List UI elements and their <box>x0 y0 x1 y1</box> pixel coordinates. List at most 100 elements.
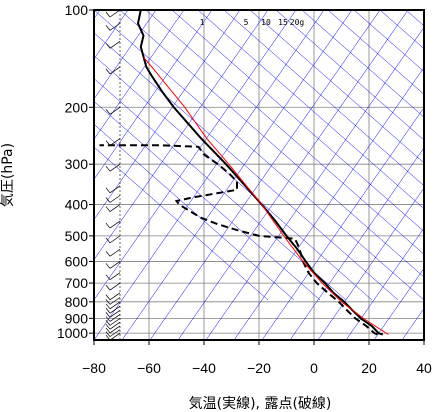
y-tick-label: 500 <box>65 228 89 244</box>
wind-barb-flag <box>105 187 111 194</box>
y-tick-label: 900 <box>65 310 89 326</box>
dry-adiabat <box>379 10 424 49</box>
wind-barb-flag <box>105 274 111 280</box>
x-tick-label: −80 <box>82 360 106 376</box>
wind-barb-staff <box>109 106 121 115</box>
wind-barb-staff <box>109 292 121 301</box>
skewed-isotherm <box>205 26 424 340</box>
wind-barb-staff <box>109 66 121 75</box>
dry-adiabat <box>94 146 269 301</box>
dry-adiabat <box>94 78 347 301</box>
mixing-ratio-label: 10 <box>261 18 271 27</box>
skewed-isotherm <box>94 10 325 340</box>
wind-barb-flag <box>105 251 111 257</box>
dry-adiabat <box>327 10 424 95</box>
dry-adiabat <box>405 10 424 27</box>
mixing-ratio-labels: 1 5 10 15 20g <box>200 18 305 27</box>
dry-adiabat <box>353 10 424 72</box>
y-tick-label: 600 <box>65 253 89 269</box>
wind-barb-staff <box>109 185 121 194</box>
x-tick-label: 0 <box>310 360 318 376</box>
parcel-line <box>143 56 389 335</box>
dry-adiabat <box>94 101 321 301</box>
dry-adiabat <box>94 123 295 301</box>
skewed-isotherm <box>94 10 241 220</box>
skewed-isotherm <box>345 227 424 340</box>
skewed-isotherm <box>430 10 435 340</box>
wind-barb-staff <box>109 248 121 257</box>
wind-barb-staff <box>109 325 121 334</box>
wind-barb-staff <box>109 41 121 49</box>
wind-barb-flag <box>105 323 111 330</box>
grid-layer <box>94 10 424 340</box>
wind-barb-flag <box>105 25 111 31</box>
skewed-isotherm <box>94 10 297 301</box>
wind-barb-staff <box>109 321 121 330</box>
dry-adiabat <box>275 10 424 141</box>
x-tick-label: 40 <box>416 360 432 376</box>
wind-barb-staff <box>109 329 121 337</box>
y-tick-label: 100 <box>65 2 89 18</box>
skewed-isotherm <box>94 10 157 100</box>
dry-adiabat <box>301 10 424 118</box>
dewpoint-line <box>99 144 378 336</box>
wind-barb-flag <box>105 307 111 314</box>
y-axis-title: 気圧(hPa) <box>0 143 16 207</box>
wind-barb-flag <box>105 316 111 322</box>
wind-barb-staff <box>109 23 121 31</box>
dry-adiabat <box>145 10 424 255</box>
y-tick-label: 800 <box>65 294 89 310</box>
wind-barb-staff <box>109 9 121 18</box>
wind-barb-staff <box>109 310 121 318</box>
wind-barb-flag <box>105 331 111 337</box>
mixing-ratio-label: 15 <box>278 18 288 27</box>
dry-adiabat <box>94 10 424 301</box>
wind-barb-staff <box>109 297 121 305</box>
x-tick-label: −60 <box>137 360 161 376</box>
mixing-ratio-label: 20g <box>290 18 305 27</box>
wind-barb-flag <box>105 222 111 229</box>
wind-barb-flag <box>105 68 111 75</box>
axis-ticks: −80 −60 −40 −20 0 20 40 100 200 300 400 500 600 700 80… <box>57 2 432 376</box>
mixing-ratio-label: 1 <box>200 18 205 27</box>
wind-barb-staff <box>109 282 121 291</box>
dry-adiabat <box>223 10 424 187</box>
wind-barb-flag <box>105 197 111 203</box>
skewed-isotherm <box>94 10 213 180</box>
wind-barb-flag <box>105 294 111 300</box>
dry-adiabat <box>171 10 424 232</box>
wind-barb-flag <box>105 327 111 334</box>
x-tick-label: −40 <box>192 360 216 376</box>
skewed-isotherm <box>317 187 424 340</box>
mixing-ratio-label: 5 <box>244 18 249 27</box>
wind-barb-staff <box>109 163 121 172</box>
wind-barb-staff <box>109 235 121 244</box>
wind-barb-staff <box>109 332 121 341</box>
wind-barb-staff <box>109 195 121 203</box>
skewed-isotherm <box>149 10 381 340</box>
wind-barb-flag <box>105 303 111 310</box>
skewed-isotherm <box>289 147 424 340</box>
skewed-isotherm <box>233 66 424 340</box>
x-axis-title: 気温(実線), 露点(破線) <box>189 396 332 412</box>
wind-barb-staff <box>109 318 121 326</box>
wind-barbs <box>105 9 121 341</box>
skewed-isotherm <box>177 10 409 340</box>
wind-barb-flag <box>105 320 111 326</box>
wind-barb-staff <box>109 204 121 212</box>
dry-adiabat <box>94 55 373 301</box>
wind-barb-staff <box>109 314 121 322</box>
skewed-isotherm <box>261 107 424 340</box>
y-tick-label: 700 <box>65 275 89 291</box>
sounding-series <box>99 10 389 336</box>
skewed-isotherm <box>94 10 269 261</box>
wind-barb-staff <box>109 305 121 314</box>
wind-barb-flag <box>105 284 111 291</box>
wind-barb-staff <box>109 220 121 229</box>
dry-adiabat <box>119 10 424 278</box>
y-tick-label: 1000 <box>57 325 88 341</box>
y-tick-label: 200 <box>65 99 89 115</box>
x-tick-label: 20 <box>361 360 377 376</box>
wind-barb-flag <box>105 237 111 244</box>
y-tick-label: 300 <box>65 156 89 172</box>
